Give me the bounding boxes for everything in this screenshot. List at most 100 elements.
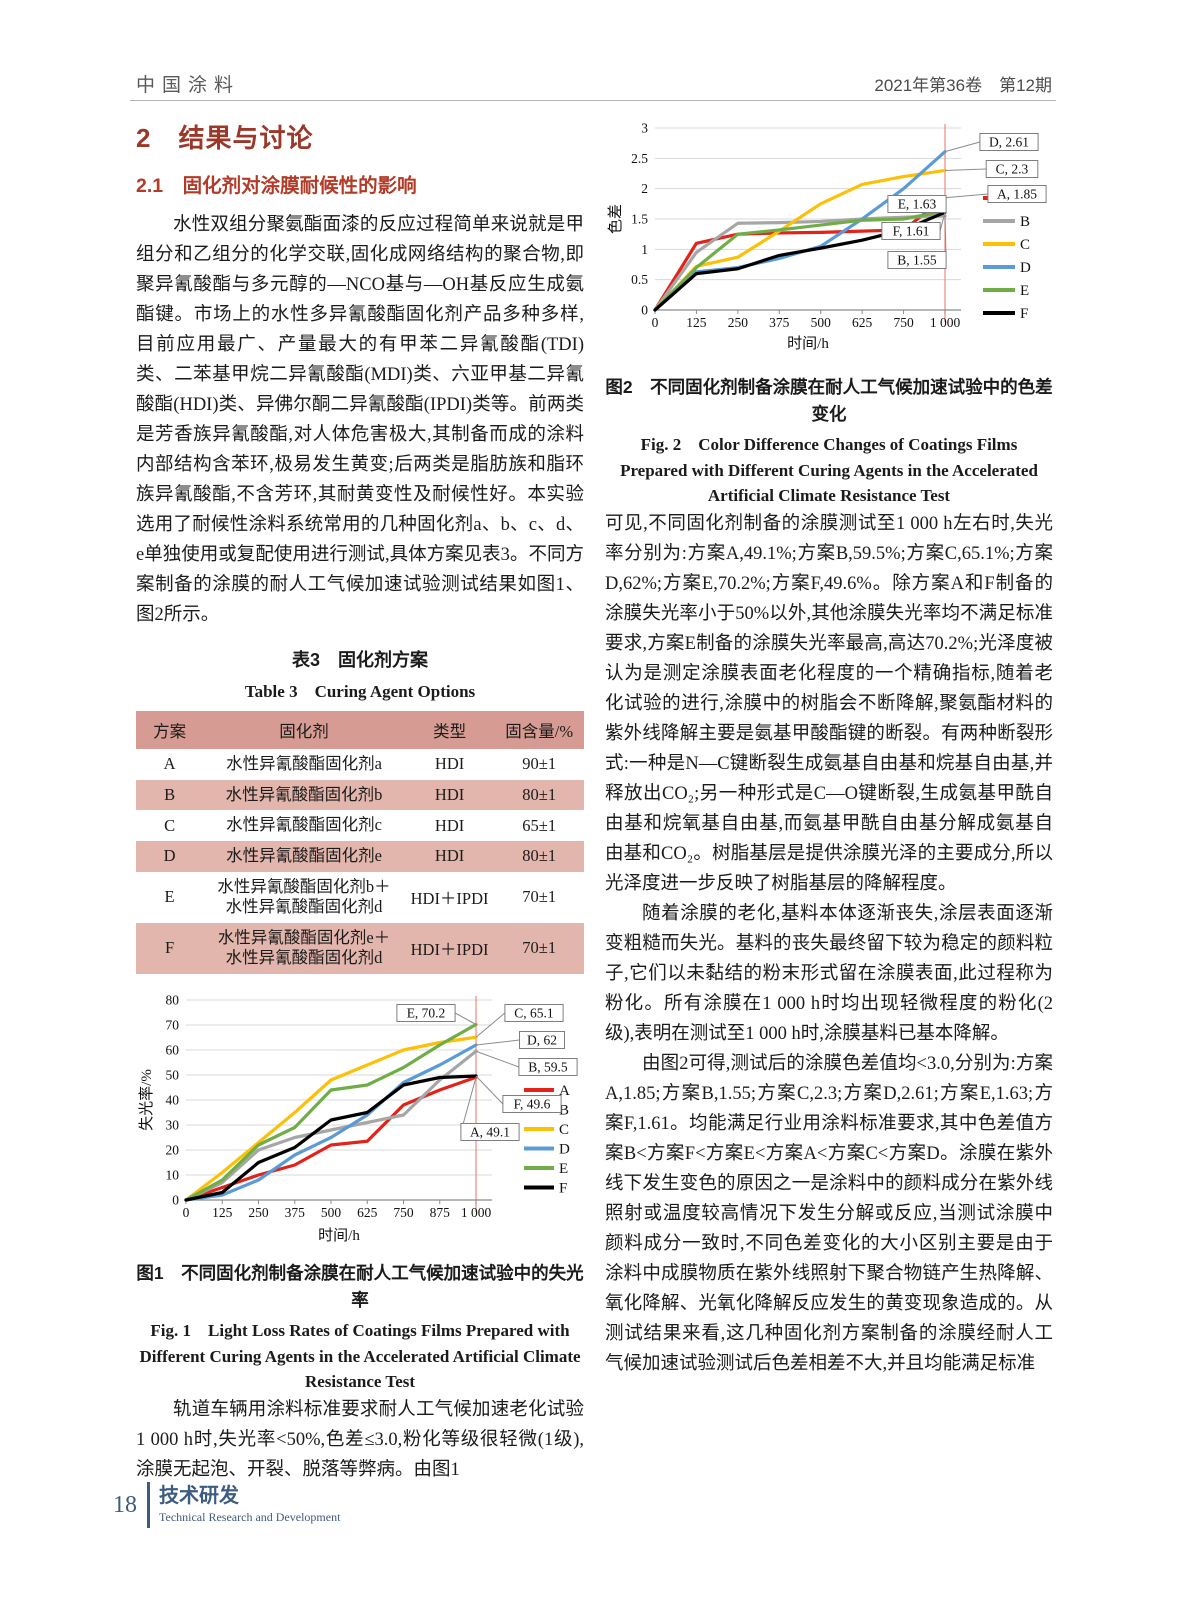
table3-row: C 水性异氰酸酯固化剂c HDI 65±1 — [136, 810, 584, 841]
page-header: 中国涂料 2021年第36卷 第12期 — [136, 70, 1052, 97]
svg-text:B: B — [1020, 214, 1030, 230]
table3: 方案 固化剂 类型 固含量/% A 水性异氰酸酯固化剂a HDI 90±1 B 水性异氰酸酯固化… — [136, 711, 584, 974]
footer-label-cn: 技术研发 — [159, 1485, 239, 1507]
figure-1: 0 10 20 30 40 50 60 70 80 0 125 250 375 500 625 750 875 1… — [136, 988, 584, 1395]
table3-header-cell: 方案 — [136, 711, 204, 749]
table3-cell: 80±1 — [494, 779, 584, 811]
table3-cell: 水性异氰酸酯固化剂b — [203, 779, 405, 811]
table3-title-en: Table 3 Curing Agent Options — [244, 682, 476, 701]
footer-label-en: Technical Research and Development — [159, 1510, 341, 1524]
svg-text:125: 125 — [212, 1205, 233, 1220]
svg-text:2.5: 2.5 — [631, 151, 648, 166]
svg-text:B, 1.55: B, 1.55 — [897, 253, 937, 268]
svg-text:B, 59.5: B, 59.5 — [528, 1060, 568, 1075]
svg-text:C: C — [1020, 237, 1030, 253]
table3-cell: A — [163, 754, 176, 774]
svg-text:125: 125 — [686, 315, 707, 330]
table3-cell: 水性异氰酸酯固化剂c — [226, 815, 382, 835]
svg-text:A, 49.1: A, 49.1 — [470, 1125, 510, 1140]
table3-cell: D — [136, 840, 204, 872]
svg-text:1: 1 — [641, 242, 648, 257]
table3-cell: 90±1 — [522, 754, 557, 774]
issue-info: 2021年第36卷 第12期 — [874, 76, 1052, 95]
page-number: 18 — [113, 1491, 137, 1518]
svg-text:875: 875 — [430, 1205, 451, 1220]
left-column: 2 结果与讨论 2.1 固化剂对涂膜耐候性的影响 水性双组分聚氨酯面漆的反应过程… — [136, 114, 584, 1485]
fig1-caption-cn: 图1 不同固化剂制备涂膜在耐人工气候加速试验中的失光率 — [136, 1263, 584, 1311]
left-paragraph-2: 轨道车辆用涂料标准要求耐人工气候加速老化试验1 000 h时,失光率<50%,色… — [136, 1399, 584, 1480]
table3-cell: F — [136, 922, 204, 974]
fig2-caption-en: Fig. 2 Color Difference Changes of Coati… — [620, 435, 1038, 506]
table3-head-row: 方案 固化剂 类型 固含量/% — [136, 711, 584, 749]
svg-text:B: B — [559, 1103, 569, 1119]
figure-2: 0 0.5 1 1.5 2 2.5 3 0 125 250 375 500 625 750 1 000 时间/… — [605, 114, 1053, 509]
svg-text:E, 1.63: E, 1.63 — [898, 197, 937, 212]
svg-text:1.5: 1.5 — [631, 212, 648, 227]
table3-header-cell: 类型 — [404, 711, 495, 749]
table3-cell: B — [136, 779, 204, 811]
svg-text:10: 10 — [166, 1168, 180, 1183]
svg-text:500: 500 — [811, 315, 832, 330]
svg-text:0: 0 — [183, 1205, 190, 1220]
svg-text:70: 70 — [166, 1018, 180, 1033]
svg-text:60: 60 — [166, 1043, 180, 1058]
svg-text:色差: 色差 — [607, 204, 624, 234]
svg-text:250: 250 — [728, 315, 749, 330]
svg-text:20: 20 — [166, 1143, 180, 1158]
svg-text:D: D — [559, 1142, 570, 1158]
svg-text:F: F — [559, 1181, 567, 1197]
svg-text:D, 62: D, 62 — [527, 1033, 557, 1048]
svg-text:1 000: 1 000 — [930, 315, 961, 330]
fig1-caption-en: Fig. 1 Light Loss Rates of Coatings Film… — [139, 1321, 581, 1392]
table3-title-cn: 表3 固化剂方案 — [291, 650, 428, 670]
svg-text:D, 2.61: D, 2.61 — [989, 135, 1029, 150]
svg-text:E: E — [1020, 283, 1029, 299]
svg-text:C, 65.1: C, 65.1 — [514, 1006, 553, 1021]
table3-cell: HDI — [434, 754, 465, 774]
table3-row: F 水性异氰酸酯固化剂e＋ 水性异氰酸酯固化剂d HDI＋IPDI 70±1 — [136, 922, 584, 974]
right-paragraph-1: 可见,不同固化剂制备的涂膜测试至1 000 h左右时,失光率分别为:方案A,49… — [605, 513, 1053, 894]
table3-header-cell: 固含量/% — [494, 711, 584, 749]
table3-cell: HDI — [434, 815, 465, 835]
svg-text:F, 1.61: F, 1.61 — [893, 224, 930, 239]
table3-row: D 水性异氰酸酯固化剂e HDI 80±1 — [136, 840, 584, 872]
svg-text:时间/h: 时间/h — [318, 1227, 360, 1244]
svg-text:F: F — [1020, 306, 1028, 322]
left-paragraph-1: 水性双组分聚氨酯面漆的反应过程简单来说就是甲组分和乙组分的化学交联,固化成网络结… — [136, 215, 584, 625]
svg-text:F, 49.6: F, 49.6 — [514, 1097, 551, 1112]
footer-labels: 技术研发 Technical Research and Development — [159, 1485, 340, 1525]
table3-cell: 水性异氰酸酯固化剂a — [226, 754, 382, 773]
svg-text:3: 3 — [641, 121, 648, 136]
table3-cell: HDI＋IPDI — [404, 922, 495, 974]
svg-text:失光率/%: 失光率/% — [138, 1069, 155, 1131]
svg-text:750: 750 — [393, 1205, 414, 1220]
table3-cell: HDI — [404, 840, 495, 872]
table3-cell: HDI — [404, 779, 495, 811]
svg-text:50: 50 — [166, 1068, 180, 1083]
page-footer: 18 技术研发 Technical Research and Developme… — [113, 1482, 340, 1528]
table3-cell: HDI＋IPDI — [410, 889, 489, 909]
svg-text:625: 625 — [357, 1205, 378, 1220]
header-rule — [130, 100, 1056, 101]
svg-text:C, 2.3: C, 2.3 — [996, 162, 1029, 177]
fig2-color-difference-chart: 0 0.5 1 1.5 2 2.5 3 0 125 250 375 500 625 750 1 000 时间/… — [607, 121, 1047, 352]
table3-cell: E — [164, 887, 175, 907]
right-paragraph-2: 随着涂膜的老化,基料本体逐渐丧失,涂层表面逐渐变粗糙而失光。基料的丧失最终留下较… — [605, 903, 1053, 1044]
svg-text:2: 2 — [641, 181, 648, 196]
svg-text:E, 70.2: E, 70.2 — [407, 1006, 446, 1021]
svg-text:C: C — [559, 1122, 569, 1138]
svg-text:500: 500 — [321, 1205, 342, 1220]
table3-header-cell: 固化剂 — [203, 711, 405, 749]
section-heading: 2 结果与讨论 — [136, 123, 314, 153]
footer-divider-bar — [147, 1482, 150, 1528]
right-paragraph-3: 由图2可得,测试后的涂膜色差值均<3.0,分别为:方案A,1.85;方案B,1.… — [605, 1053, 1053, 1374]
table3-cell: 70±1 — [494, 922, 584, 974]
svg-text:D: D — [1020, 260, 1031, 276]
table3-cell: 80±1 — [494, 840, 584, 872]
svg-text:0: 0 — [641, 303, 648, 318]
subsection-heading: 2.1 固化剂对涂膜耐候性的影响 — [136, 175, 417, 197]
svg-text:40: 40 — [166, 1093, 180, 1108]
svg-text:0: 0 — [652, 315, 659, 330]
journal-name: 中国涂料 — [136, 75, 241, 96]
table3-row: E 水性异氰酸酯固化剂b＋ 水性异氰酸酯固化剂d HDI＋IPDI 70±1 — [136, 872, 584, 923]
